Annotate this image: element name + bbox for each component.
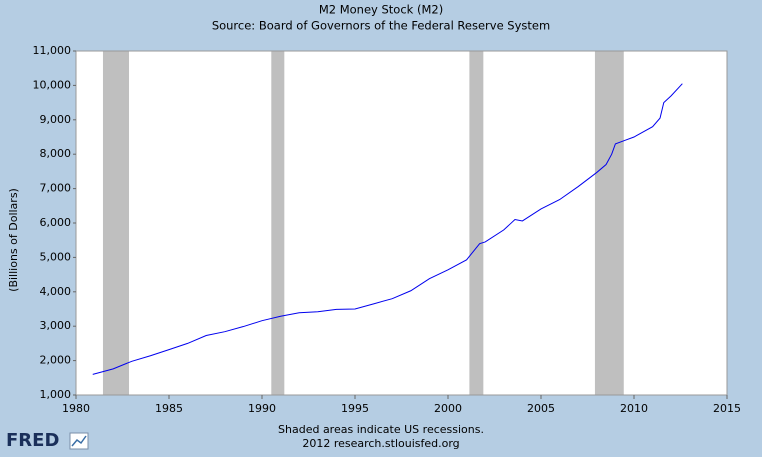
chart-title: M2 Money Stock (M2) [319, 3, 443, 17]
x-tick-label: 1985 [155, 402, 183, 415]
x-tick-label: 1995 [341, 402, 369, 415]
recession-band [271, 51, 285, 395]
y-tick-label: 4,000 [40, 285, 72, 298]
x-tick-label: 1990 [248, 402, 276, 415]
recession-band [594, 51, 624, 395]
y-tick-label: 6,000 [40, 216, 72, 229]
x-tick-label: 2005 [527, 402, 555, 415]
y-tick-label: 3,000 [40, 319, 72, 332]
source-note: 2012 research.stlouisfed.org [302, 437, 459, 450]
y-axis-label: (Billions of Dollars) [7, 188, 20, 292]
y-tick-label: 10,000 [33, 78, 72, 91]
x-tick-label: 2015 [713, 402, 741, 415]
x-tick-label: 1980 [62, 402, 90, 415]
y-tick-label: 5,000 [40, 250, 72, 263]
x-tick-label: 2010 [620, 402, 648, 415]
plot-area [75, 50, 728, 396]
logo: FRED [6, 430, 59, 451]
y-tick-label: 8,000 [40, 147, 72, 160]
chart-subtitle: Source: Board of Governors of the Federa… [212, 19, 550, 33]
recession-band [469, 51, 484, 395]
data-line [92, 83, 683, 375]
y-tick-label: 2,000 [40, 354, 72, 367]
y-tick-label: 1,000 [40, 388, 72, 401]
y-tick-label: 9,000 [40, 113, 72, 126]
y-tick-label: 11,000 [33, 44, 72, 57]
logo-icon [69, 432, 89, 450]
recession-band [102, 51, 130, 395]
x-tick-label: 2000 [434, 402, 462, 415]
recession-note: Shaded areas indicate US recessions. [278, 423, 484, 436]
y-tick-label: 7,000 [40, 182, 72, 195]
